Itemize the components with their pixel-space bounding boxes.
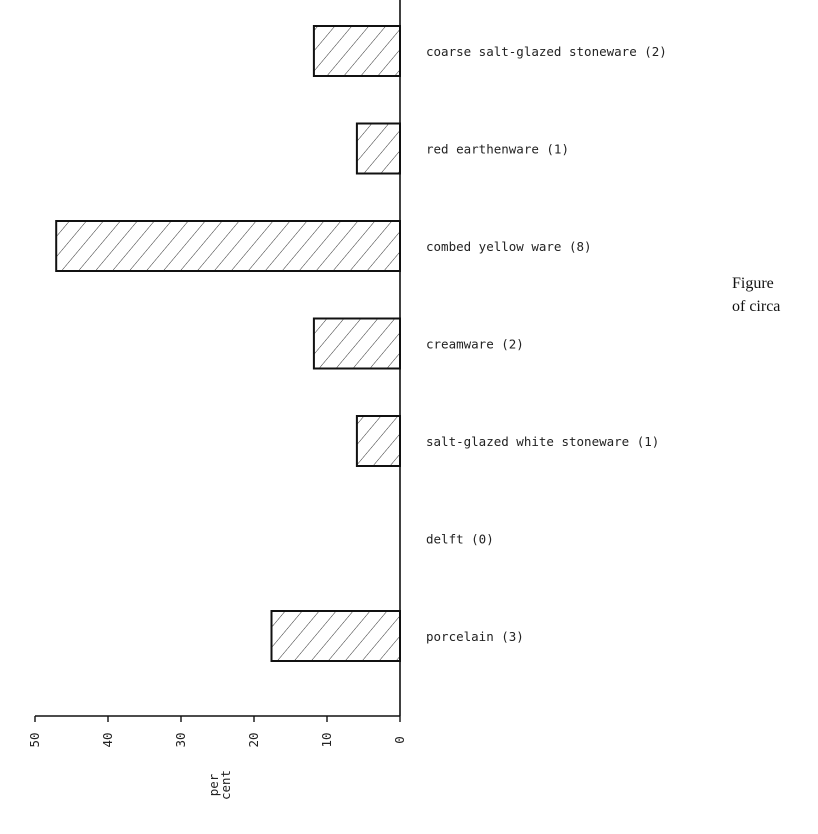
bar bbox=[312, 25, 401, 77]
bar bbox=[55, 220, 401, 272]
bar bbox=[355, 415, 401, 467]
category-label: delft (0) bbox=[426, 532, 494, 547]
x-axis-label: percent bbox=[206, 770, 233, 800]
category-label: red earthenware (1) bbox=[426, 142, 569, 157]
x-tick-label: 20 bbox=[246, 732, 261, 747]
x-tick-label: 40 bbox=[100, 732, 115, 747]
bar bbox=[312, 317, 401, 370]
x-tick-label: 10 bbox=[319, 732, 334, 747]
x-tick-label: 0 bbox=[392, 736, 407, 744]
category-label: coarse salt-glazed stoneware (2) bbox=[426, 44, 667, 59]
category-label: combed yellow ware (8) bbox=[426, 239, 592, 254]
caption-line-1: Figure bbox=[732, 275, 774, 292]
bar bbox=[355, 122, 401, 175]
bars-group bbox=[55, 25, 401, 662]
x-tick-label: 30 bbox=[173, 732, 188, 747]
category-label: salt-glazed white stoneware (1) bbox=[426, 434, 659, 449]
category-labels-group: coarse salt-glazed stoneware (2) red eart… bbox=[426, 44, 667, 644]
x-tick-label: 50 bbox=[27, 732, 42, 747]
bar bbox=[270, 610, 401, 662]
caption-line-2: of circa bbox=[732, 298, 780, 315]
category-label: porcelain (3) bbox=[426, 629, 524, 644]
x-axis-ticks: 0 10 20 30 40 50 bbox=[27, 716, 407, 748]
category-label: creamware (2) bbox=[426, 337, 524, 352]
